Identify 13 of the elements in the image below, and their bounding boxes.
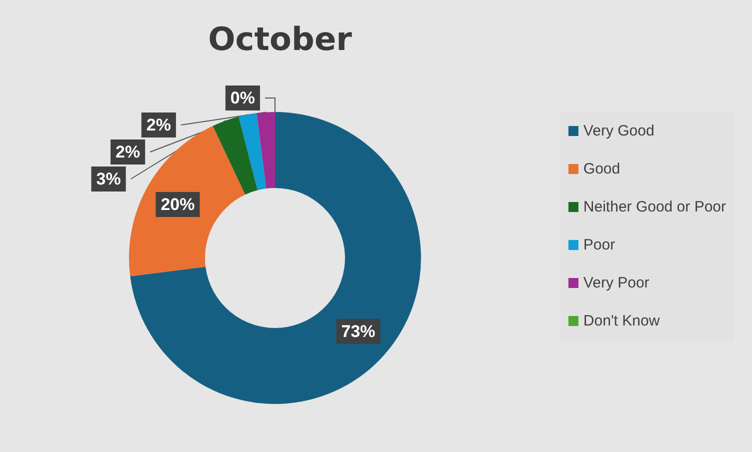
data-label: 2% bbox=[146, 116, 171, 134]
legend-label: Very Good bbox=[583, 122, 654, 140]
legend-label: Don't Know bbox=[583, 312, 660, 330]
text: 0% bbox=[230, 88, 255, 108]
chart-title: October bbox=[208, 20, 352, 58]
legend-label: Very Poor bbox=[583, 274, 650, 292]
legend-label: Neither Good or Poor bbox=[583, 198, 726, 216]
data-label: 3% bbox=[96, 170, 121, 188]
legend-label: Poor bbox=[583, 236, 616, 254]
data-label: 2% bbox=[116, 142, 140, 162]
legend-label: Good bbox=[583, 160, 620, 178]
data-label: 73% bbox=[341, 322, 376, 341]
data-label: 20% bbox=[160, 195, 195, 214]
